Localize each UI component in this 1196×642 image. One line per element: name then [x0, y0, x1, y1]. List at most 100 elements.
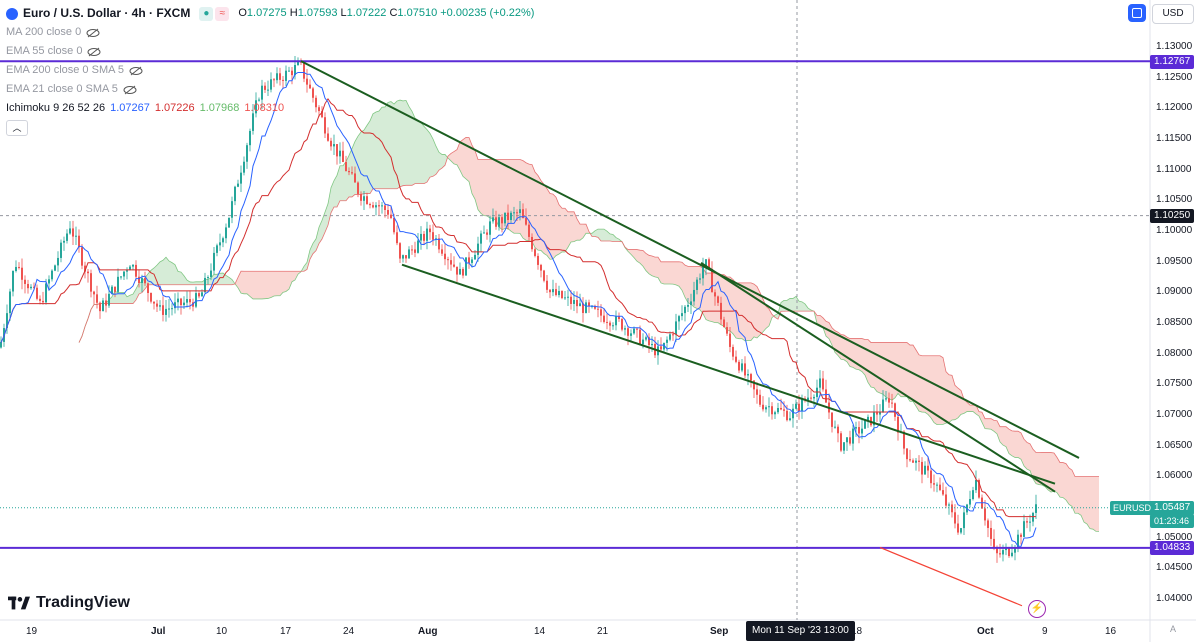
- eye-hidden-icon[interactable]: [87, 47, 101, 57]
- market-status-pill[interactable]: ● ≈: [199, 6, 230, 21]
- ichimoku-cloud-segment: [460, 139, 463, 177]
- candle-body: [849, 437, 851, 444]
- candle-body: [54, 265, 56, 271]
- ichimoku-cloud-segment: [427, 129, 430, 183]
- candle-body: [330, 140, 332, 147]
- indicator-ma200[interactable]: MA 200 close 0: [6, 23, 534, 42]
- ichimoku-cloud-segment: [1018, 431, 1021, 460]
- candle-body: [969, 499, 971, 505]
- ichimoku-cloud-segment: [928, 355, 931, 418]
- candle-body: [168, 308, 170, 310]
- ichimoku-cloud-segment: [790, 298, 793, 312]
- candle-body: [765, 407, 767, 410]
- ichimoku-cloud-segment: [1009, 429, 1012, 456]
- eye-hidden-icon[interactable]: [86, 28, 100, 38]
- time-tick-label: 17: [280, 626, 292, 637]
- candle-body: [666, 339, 668, 343]
- ichimoku-cloud-segment: [964, 399, 967, 414]
- indicator-ema21[interactable]: EMA 21 close 0 SMA 5: [6, 80, 534, 99]
- indicator-ema200[interactable]: EMA 200 close 0 SMA 5: [6, 61, 534, 80]
- screenshot-icon[interactable]: [1128, 4, 1146, 22]
- candle-body: [1017, 534, 1019, 548]
- candle-body: [774, 412, 776, 415]
- ichimoku-cloud-segment: [133, 288, 136, 304]
- candle-body: [603, 315, 605, 322]
- candle-body: [24, 279, 26, 284]
- ichimoku-cloud-segment: [127, 295, 130, 304]
- eye-hidden-icon[interactable]: [129, 66, 143, 76]
- candle-body: [522, 209, 524, 219]
- price-tick-label: 1.04500: [1156, 562, 1193, 574]
- currency-selector[interactable]: USD: [1152, 4, 1194, 24]
- ichimoku-cloud-segment: [169, 260, 172, 285]
- ichimoku-cloud-segment: [1015, 431, 1018, 458]
- symbol-title[interactable]: Euro / U.S. Dollar · 4h · FXCM: [23, 6, 191, 20]
- ichimoku-cloud-segment: [130, 294, 133, 304]
- candle-body: [9, 291, 11, 314]
- ichimoku-cloud-segment: [901, 342, 904, 397]
- candle-body: [177, 298, 179, 303]
- indicator-ichimoku[interactable]: Ichimoku 9 26 52 26 1.07267 1.07226 1.07…: [6, 99, 534, 118]
- price-tick-label: 1.06000: [1156, 470, 1193, 482]
- candle-body: [135, 264, 137, 277]
- candle-body: [423, 233, 425, 241]
- candle-body: [834, 426, 836, 428]
- chart-legend: Euro / U.S. Dollar · 4h · FXCM ● ≈ O1.07…: [6, 4, 534, 136]
- candle-body: [102, 300, 104, 312]
- ichimoku-cloud-segment: [655, 257, 658, 278]
- candle-body: [75, 235, 77, 237]
- ichimoku-cloud-segment: [985, 418, 988, 429]
- candle-body: [564, 297, 566, 299]
- candle-body: [513, 212, 515, 214]
- ichimoku-cloud-segment: [388, 101, 391, 189]
- ichimoku-cloud-segment: [184, 275, 187, 285]
- collapse-legend-button[interactable]: ︿: [6, 120, 28, 136]
- candle-body: [357, 182, 359, 194]
- ichimoku-cloud-segment: [787, 298, 790, 312]
- candle-body: [207, 277, 209, 279]
- candle-body: [837, 426, 839, 434]
- ichimoku-cloud-segment: [562, 208, 565, 252]
- ichimoku-cloud-segment: [430, 133, 433, 178]
- candle-body: [471, 259, 473, 263]
- price-tick-label: 1.11500: [1156, 133, 1192, 144]
- candle-body: [390, 214, 392, 219]
- ichimoku-cloud-segment: [544, 184, 547, 256]
- candle-body: [51, 270, 53, 280]
- candle-body: [21, 267, 23, 280]
- ichimoku-kijun-value: 1.07226: [154, 102, 195, 114]
- ichimoku-cloud-segment: [139, 281, 142, 295]
- candle-body: [735, 356, 737, 362]
- auto-scale-button[interactable]: A: [1170, 624, 1177, 634]
- candle-body: [396, 232, 398, 244]
- candle-body: [6, 313, 8, 329]
- ichimoku-cloud-segment: [385, 102, 388, 189]
- candle-body: [954, 512, 956, 524]
- candle-body: [702, 266, 704, 279]
- candle-body: [114, 286, 116, 292]
- candle-body: [945, 494, 947, 506]
- ichimoku-cloud-segment: [913, 345, 916, 407]
- candle-body: [60, 242, 62, 258]
- candle-body: [468, 257, 470, 263]
- candle-body: [990, 527, 992, 539]
- ichimoku-cloud-segment: [235, 277, 238, 288]
- candle-body: [972, 490, 974, 500]
- ichimoku-cloud-segment: [601, 229, 604, 242]
- candle-body: [555, 289, 557, 296]
- ichimoku-cloud-segment: [802, 301, 805, 312]
- candle-body: [921, 461, 923, 475]
- time-tick-label: 18: [851, 626, 863, 637]
- ichimoku-cloud-segment: [1084, 476, 1087, 525]
- ichimoku-cloud-segment: [961, 390, 964, 415]
- indicator-ema55[interactable]: EMA 55 close 0: [6, 42, 534, 61]
- alert-lightning-icon[interactable]: ⚡: [1028, 600, 1046, 618]
- ichimoku-cloud-segment: [877, 342, 880, 394]
- eye-hidden-icon[interactable]: [123, 85, 137, 95]
- ichimoku-cloud-segment: [889, 342, 892, 401]
- candle-body: [105, 300, 107, 306]
- time-axis[interactable]: 19 Jul 10 17 24 Aug 14 21 Sep 18 Oct 9 16: [0, 620, 1150, 642]
- candle-body: [573, 299, 575, 304]
- price-tick-label: 1.12500: [1156, 71, 1193, 83]
